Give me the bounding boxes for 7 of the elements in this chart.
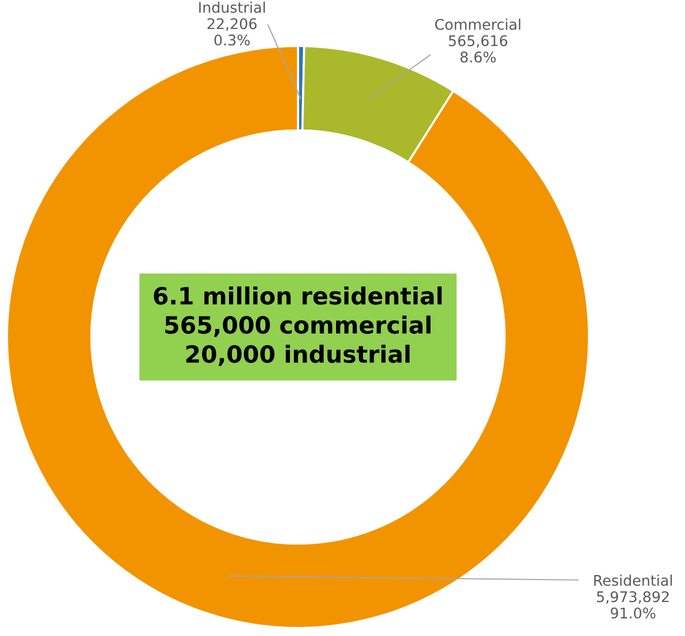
- data-label: 565,616 8.6%: [448, 35, 508, 63]
- slice-label: Commercial: [435, 18, 520, 30]
- data-label: 5,973,892 91.0%: [597, 591, 669, 619]
- text: 6.1 million residential 565,000 commercial 20,000 industrial: [154, 286, 442, 366]
- data-label: 22,206 0.3%: [208, 18, 257, 46]
- slice-label: Industrial: [199, 2, 265, 13]
- slice-label: Residential: [594, 574, 672, 586]
